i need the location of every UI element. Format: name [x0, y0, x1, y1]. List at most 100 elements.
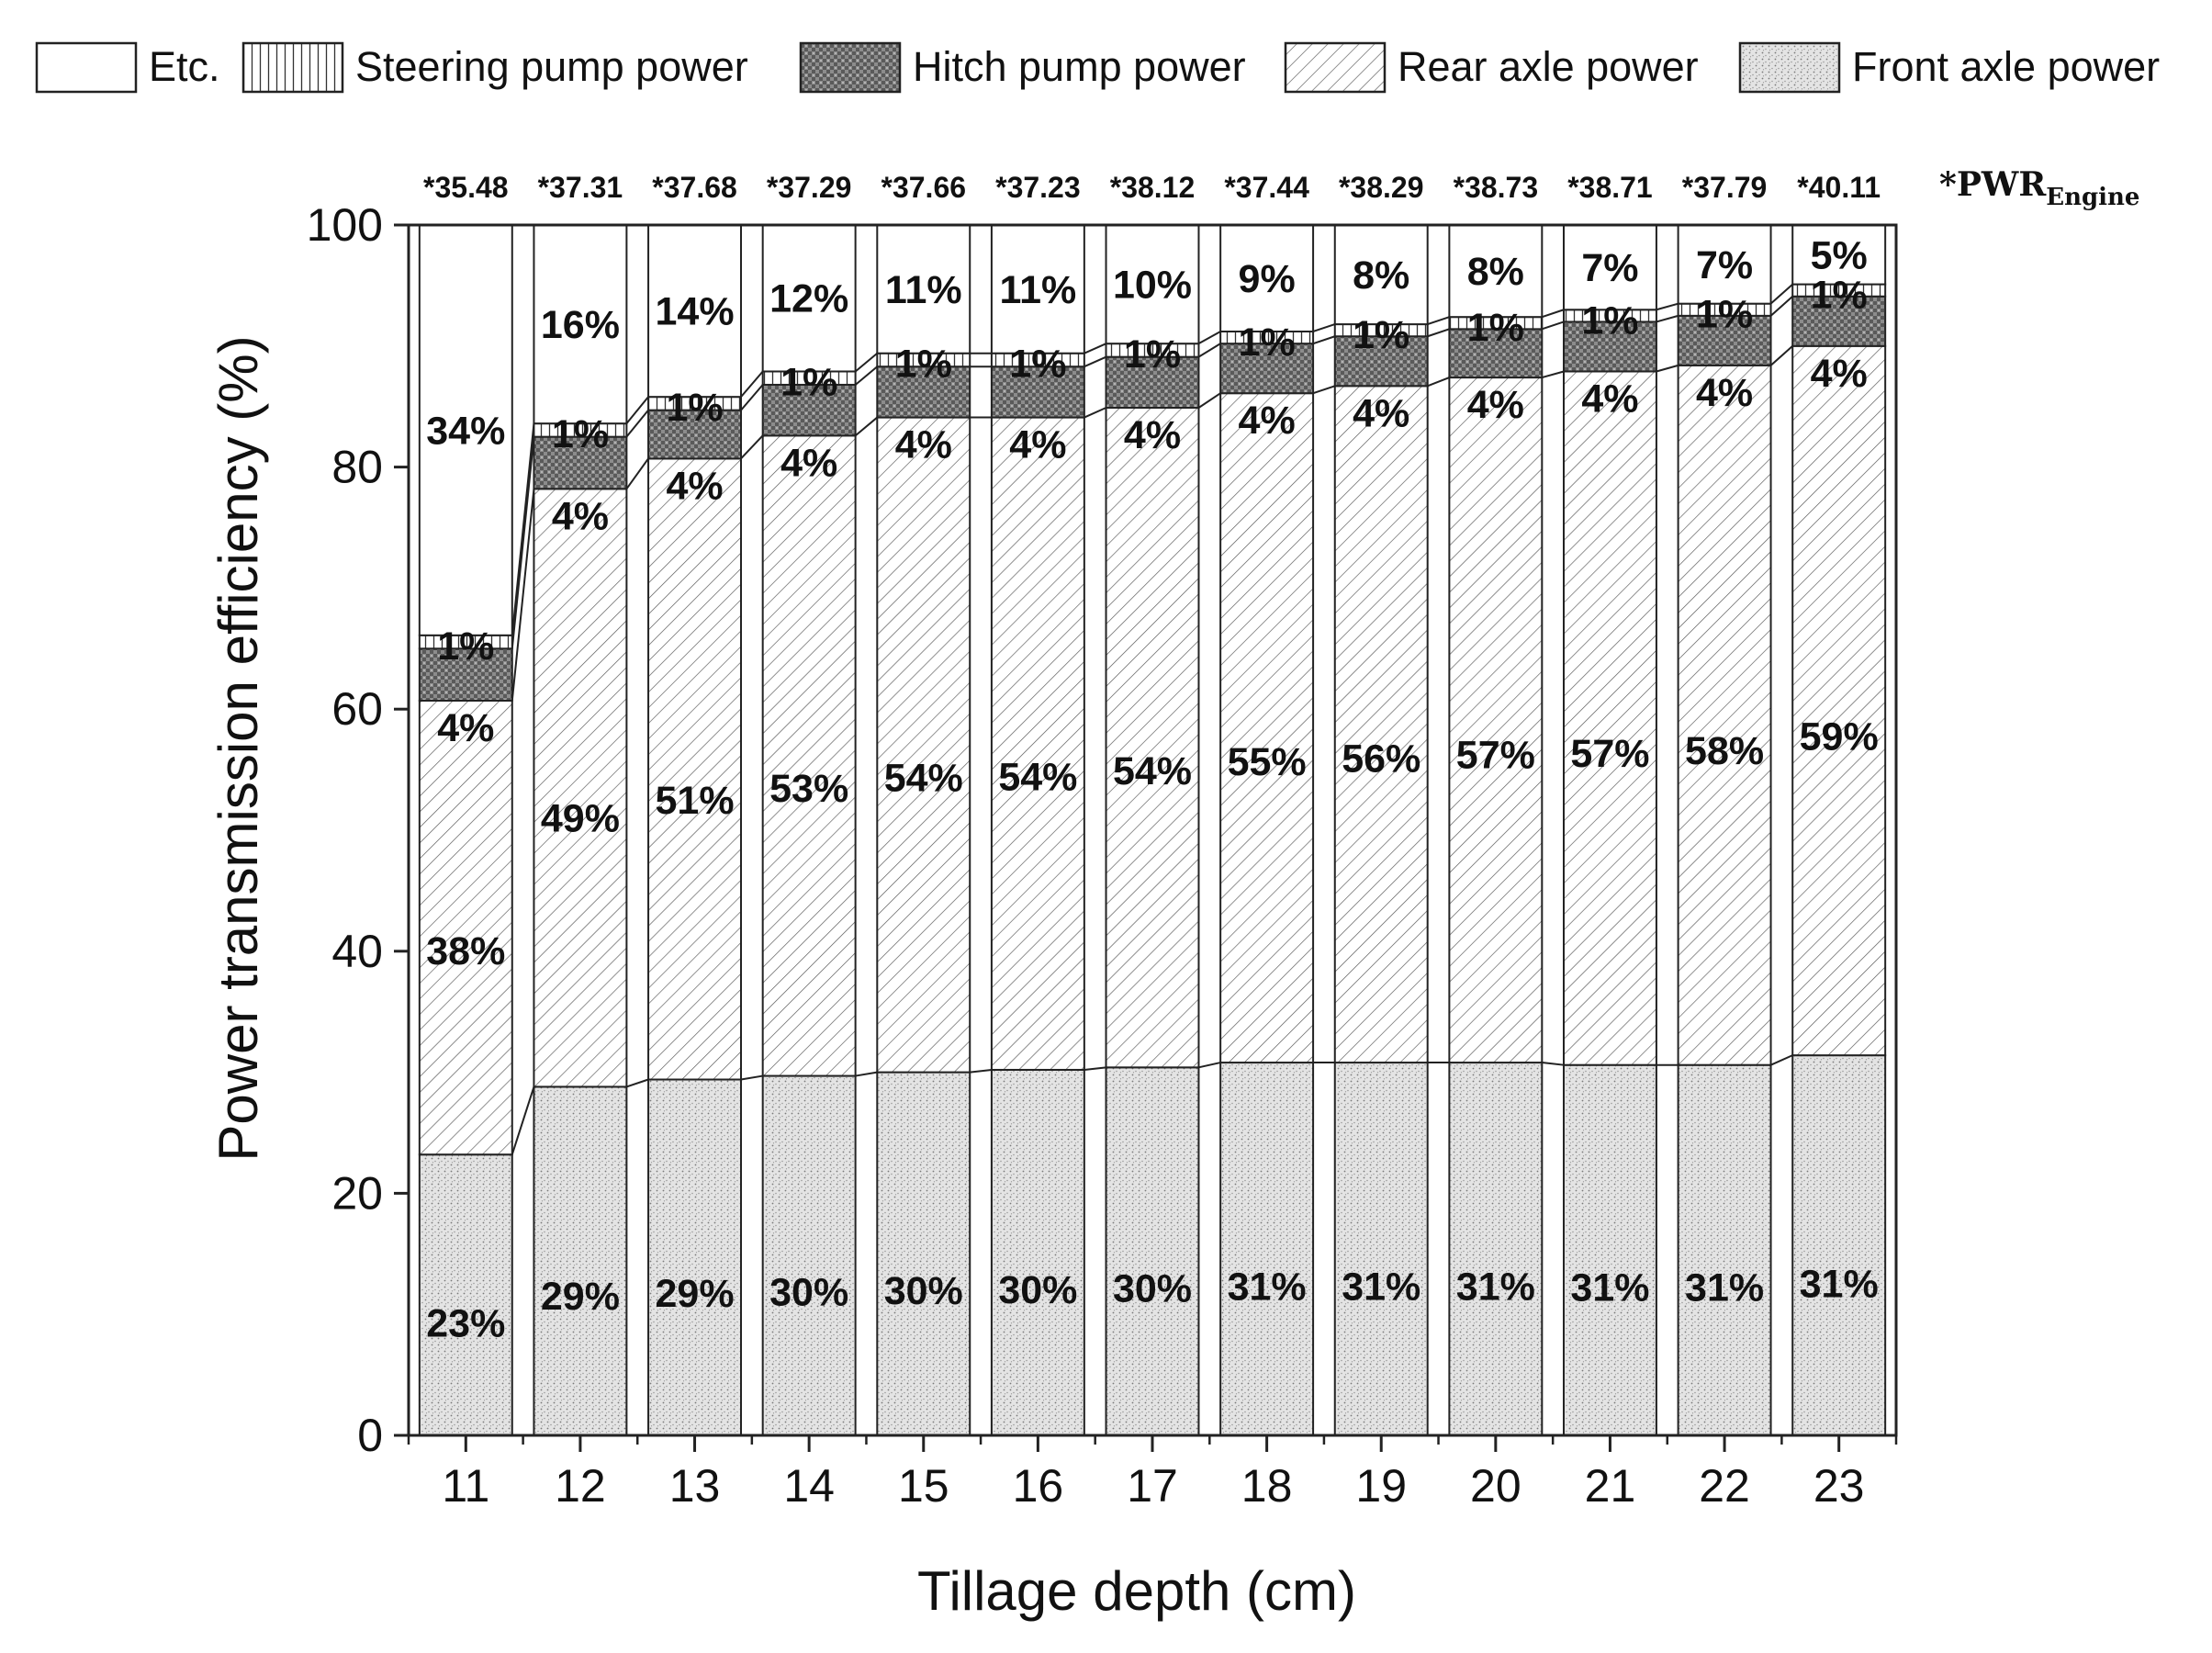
bar-segment-hitch-pump-power [761, 383, 857, 437]
connector-line [1542, 370, 1565, 379]
bar-segment-rear-axle-power [1105, 407, 1200, 1069]
segment-label-rear-axle-power: 51% [655, 779, 734, 823]
bar-segment-front-axle-power [1448, 1062, 1544, 1437]
connector-line [511, 1086, 535, 1155]
segment-label-front-axle-power: 30% [1113, 1267, 1192, 1311]
segment-percent-labels: 23% 38% 4% 1% 34% 29% 49% 4% 1% 16% 29% 51% 4% 1% 14% 3… [426, 233, 1878, 1345]
x-tick-label: 12 [555, 1460, 606, 1512]
y-tick-label: 60 [331, 683, 383, 735]
connector-line [1197, 343, 1221, 358]
bar-group-21 [1562, 224, 1657, 1437]
bar-segment-front-axle-power [1333, 1062, 1429, 1437]
connector-line [1770, 1054, 1793, 1066]
segment-label-front-axle-power: 30% [884, 1269, 963, 1313]
segment-label-rear-axle-power: 54% [884, 757, 963, 801]
bar-segment-etc [647, 224, 743, 399]
x-tick-label: 17 [1127, 1460, 1178, 1512]
y-tick-label: 0 [357, 1410, 383, 1461]
connector-line [740, 384, 764, 411]
connector-line [970, 1068, 993, 1074]
bar-segment-rear-axle-power [761, 434, 857, 1077]
segment-label-etc: 7% [1696, 243, 1753, 287]
segment-label-etc: 9% [1239, 257, 1296, 301]
engine-power-label: *38.29 [1339, 171, 1424, 204]
connector-line [625, 396, 649, 424]
bar-group-16 [990, 224, 1085, 1436]
segment-label-steering-pump-power: 1% [895, 343, 952, 387]
segment-label-etc: 34% [426, 409, 505, 453]
connector-line [1084, 1066, 1106, 1071]
y-tick-label: 20 [331, 1167, 383, 1219]
segment-label-hitch-pump-power: 4% [1009, 423, 1066, 467]
engine-power-label: *37.68 [652, 171, 737, 204]
legend-label-front-axle-power: Front axle power [1852, 43, 2160, 90]
bar-segment-hitch-pump-power [1562, 320, 1657, 373]
segment-label-rear-axle-power: 49% [541, 796, 620, 840]
bar-segment-hitch-pump-power [1448, 328, 1544, 379]
bar-segment-etc [990, 224, 1085, 354]
bar-segment-front-axle-power [876, 1071, 971, 1436]
connector-line [1427, 316, 1450, 326]
bar-segment-front-axle-power [1219, 1062, 1315, 1437]
connector-line [854, 352, 878, 373]
segment-label-steering-pump-power: 1% [1467, 306, 1524, 350]
bar-segment-etc [533, 224, 628, 425]
connector-line [1197, 331, 1221, 345]
axes: 0 20 40 60 80 100 11 12 13 14 15 16 17 18 19 20 21 22 23 [307, 199, 1898, 1512]
bar-segment-etc [876, 224, 971, 354]
bar-segment-front-axle-power [1562, 1063, 1657, 1437]
segment-label-etc: 11% [885, 268, 962, 312]
segment-label-hitch-pump-power: 4% [437, 706, 494, 750]
segment-label-steering-pump-power: 1% [1009, 343, 1066, 387]
bar-segment-hitch-pump-power [1791, 295, 1887, 347]
segment-label-steering-pump-power: 1% [1696, 293, 1753, 337]
bar-segment-hitch-pump-power [647, 409, 743, 460]
connector-line [1312, 323, 1336, 332]
engine-power-label: *37.79 [1682, 171, 1768, 204]
segment-label-rear-axle-power: 55% [1228, 740, 1307, 784]
segment-label-front-axle-power: 29% [541, 1275, 620, 1319]
segment-label-steering-pump-power: 1% [437, 624, 494, 669]
bar-segment-front-axle-power [761, 1074, 857, 1436]
engine-power-label: *35.48 [423, 171, 509, 204]
segment-label-etc: 8% [1353, 253, 1409, 298]
connector-line [511, 489, 535, 702]
connector-line [1084, 343, 1106, 354]
connector-line [1769, 296, 1793, 317]
bar-group-14 [761, 224, 857, 1436]
connector-line [1542, 1062, 1565, 1066]
bar-segment-etc [418, 224, 513, 636]
legend-label-rear-axle-power: Rear axle power [1398, 43, 1699, 90]
bar-segment-etc [1791, 224, 1887, 286]
legend-swatch-front-axle-power [1738, 41, 1841, 94]
segment-label-etc: 11% [1000, 268, 1077, 312]
bar-segment-rear-axle-power [1562, 370, 1657, 1066]
bar-group-13 [647, 224, 743, 1437]
x-axis-title: Tillage depth (cm) [917, 1560, 1356, 1622]
y-tick-label: 100 [307, 199, 383, 251]
connector-line [1197, 392, 1221, 409]
segment-label-etc: 7% [1581, 246, 1638, 290]
bar-group-17 [1105, 224, 1200, 1436]
legend-swatch-rear-axle-power [1284, 41, 1387, 94]
segment-label-etc: 12% [769, 277, 848, 321]
segment-label-steering-pump-power: 1% [780, 360, 837, 404]
bar-segment-etc [1448, 224, 1544, 319]
engine-power-label: *37.66 [881, 171, 967, 204]
segment-label-hitch-pump-power: 4% [1353, 391, 1409, 435]
bar-segment-hitch-pump-power [876, 365, 971, 419]
connector-line [1541, 309, 1565, 319]
segment-label-steering-pump-power: 1% [1124, 332, 1181, 377]
x-tick-label: 23 [1813, 1460, 1865, 1512]
bar-segment-front-axle-power [1105, 1066, 1200, 1436]
bar-segment-rear-axle-power [1219, 392, 1315, 1064]
engine-power-label: *37.44 [1224, 171, 1309, 204]
x-tick-label: 16 [1013, 1460, 1064, 1512]
connector-line [1198, 1062, 1221, 1069]
x-tick-label: 22 [1699, 1460, 1750, 1512]
bar-segment-etc [1333, 224, 1429, 326]
segment-label-etc: 16% [541, 303, 620, 347]
segment-label-hitch-pump-power: 4% [1696, 371, 1753, 415]
x-tick-label: 21 [1585, 1460, 1636, 1512]
